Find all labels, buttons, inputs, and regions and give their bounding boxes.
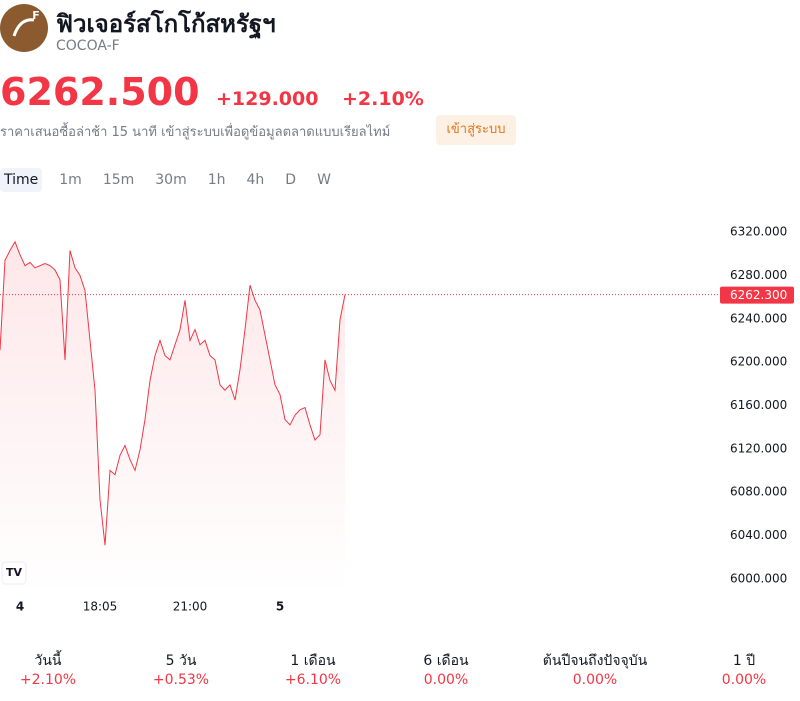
y-tick-label: 6040.000 bbox=[730, 528, 787, 542]
timeframe-tab[interactable]: Time bbox=[0, 168, 43, 192]
login-button[interactable]: เข้าสู่ระบบ bbox=[436, 115, 516, 145]
period-label[interactable]: 6 เดือน bbox=[423, 653, 469, 669]
price: 6262.500 bbox=[0, 70, 200, 114]
period-label[interactable]: 5 วัน bbox=[165, 653, 197, 669]
timeframe-tab[interactable]: D bbox=[285, 172, 297, 188]
delay-note: ราคาเสนอซื้อล่าช้า 15 นาที เข้าสู่ระบบเพ… bbox=[0, 125, 391, 140]
y-tick-label: 6120.000 bbox=[730, 441, 787, 455]
period-label[interactable]: ต้นปีจนถึงปัจจุบัน bbox=[542, 653, 648, 669]
change: +129.000 bbox=[216, 88, 319, 110]
timeframe-tab[interactable]: W bbox=[317, 172, 331, 188]
period-label[interactable]: 1 ปี bbox=[732, 653, 756, 669]
y-tick-label: 6080.000 bbox=[730, 485, 787, 499]
title: ฟิวเจอร์สโกโก้สหรัฐฯ bbox=[56, 10, 276, 38]
y-tick-label: 6320.000 bbox=[730, 225, 787, 239]
last-price-tag bbox=[720, 286, 794, 304]
area-fill bbox=[0, 241, 345, 596]
x-tick-label: 4 bbox=[16, 600, 24, 614]
period-change: 0.00% bbox=[721, 672, 767, 688]
logo-letter: F bbox=[32, 9, 40, 22]
timeframe-tab[interactable]: 15m bbox=[102, 172, 135, 188]
timeframe-tab[interactable]: 30m bbox=[155, 172, 187, 188]
timeframe-tab[interactable]: 4h bbox=[246, 172, 265, 188]
x-tick-label: 21:00 bbox=[173, 600, 208, 614]
y-tick-label: 6240.000 bbox=[730, 311, 787, 325]
y-tick-label: 6160.000 bbox=[730, 398, 787, 412]
logo bbox=[0, 4, 48, 52]
period-label[interactable]: วันนี้ bbox=[34, 653, 62, 669]
timeframe-tabs: Time 1m 15m 30m 1h 4h D W bbox=[0, 168, 348, 192]
timeframe-tab[interactable]: 1h bbox=[207, 172, 226, 188]
y-tick-label: 6280.000 bbox=[730, 268, 787, 282]
y-tick-label: 6000.000 bbox=[730, 571, 787, 585]
symbol: COCOA-F bbox=[56, 38, 120, 54]
period-change: 0.00% bbox=[572, 672, 618, 688]
period-label[interactable]: 1 เดือน bbox=[290, 653, 336, 669]
logo-mark bbox=[12, 18, 35, 37]
period-change: +2.10% bbox=[19, 672, 77, 688]
x-tick-label: 18:05 bbox=[83, 600, 118, 614]
timeframe-tab[interactable]: 1m bbox=[59, 172, 82, 188]
y-tick-label: 6200.000 bbox=[730, 355, 787, 369]
price-line bbox=[0, 240, 346, 546]
last-price-label: 6262.300 bbox=[730, 288, 787, 302]
x-tick-label: 5 bbox=[276, 600, 284, 614]
period-change: +0.53% bbox=[152, 672, 210, 688]
period-change: +6.10% bbox=[284, 672, 342, 688]
period-change: 0.00% bbox=[423, 672, 469, 688]
change-percent: +2.10% bbox=[342, 88, 424, 110]
